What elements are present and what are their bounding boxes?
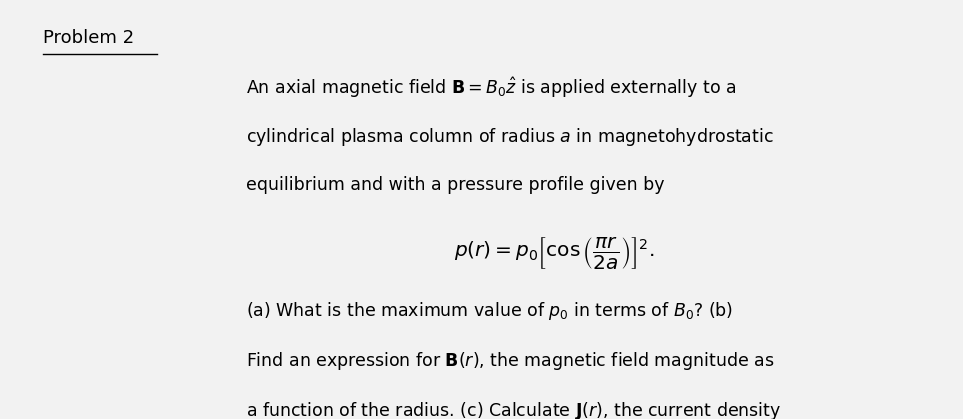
Text: Problem 2: Problem 2 [43,29,135,47]
Text: cylindrical plasma column of radius $a$ in magnetohydrostatic: cylindrical plasma column of radius $a$ … [246,126,773,148]
Text: $p(r) = p_0\left[\cos\left(\dfrac{\pi r}{2a}\right)\right]^2.$: $p(r) = p_0\left[\cos\left(\dfrac{\pi r}… [454,235,654,271]
Text: a function of the radius. (c) Calculate $\mathbf{J}(r)$, the current density: a function of the radius. (c) Calculate … [246,400,781,419]
Text: (a) What is the maximum value of $p_0$ in terms of $B_0$? (b): (a) What is the maximum value of $p_0$ i… [246,300,733,322]
Text: Find an expression for $\mathbf{B}(r)$, the magnetic field magnitude as: Find an expression for $\mathbf{B}(r)$, … [246,350,774,372]
Text: An axial magnetic field $\mathbf{B} = B_0\hat{z}$ is applied externally to a: An axial magnetic field $\mathbf{B} = B_… [246,75,736,100]
Text: equilibrium and with a pressure profile given by: equilibrium and with a pressure profile … [246,176,664,194]
